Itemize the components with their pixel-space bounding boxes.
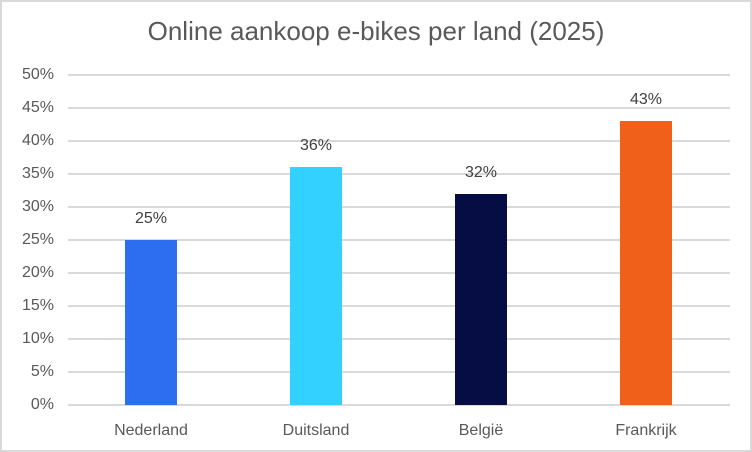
gridline: [68, 272, 730, 274]
y-tick-label: 0%: [30, 396, 54, 413]
gridline: [68, 371, 730, 373]
gridline: [68, 305, 730, 307]
chart-title: Online aankoop e-bikes per land (2025): [147, 16, 605, 46]
y-tick-label: 5%: [30, 363, 54, 380]
gridline: [68, 338, 730, 340]
bar-duitsland: [290, 167, 342, 405]
x-category-label: België: [458, 422, 504, 439]
gridline: [68, 107, 730, 109]
y-tick-label: 35%: [21, 165, 54, 182]
y-tick-label: 15%: [21, 297, 54, 314]
y-tick-label: 20%: [21, 264, 54, 281]
data-label: 43%: [629, 91, 663, 109]
data-label: 36%: [299, 137, 333, 155]
x-category-label: Frankrijk: [615, 422, 677, 439]
bar-frankrijk: [620, 121, 672, 405]
gridline: [68, 239, 730, 241]
gridline: [68, 173, 730, 175]
y-tick-label: 10%: [21, 330, 54, 347]
y-tick-label: 45%: [21, 99, 54, 116]
x-category-label: Duitsland: [282, 422, 350, 439]
y-tick-label: 25%: [21, 231, 54, 248]
gridline: [68, 140, 730, 142]
bar-nederland: [125, 240, 177, 405]
y-tick-label: 40%: [21, 132, 54, 149]
bar-belgië: [455, 193, 507, 405]
gridline: [68, 206, 730, 208]
x-category-label: Nederland: [114, 422, 188, 439]
y-tick-label: 30%: [21, 198, 54, 215]
gridline: [68, 404, 730, 406]
data-label: 25%: [134, 210, 168, 227]
y-tick-label: 50%: [21, 66, 54, 83]
data-label: 32%: [464, 163, 498, 181]
gridline: [68, 74, 730, 76]
